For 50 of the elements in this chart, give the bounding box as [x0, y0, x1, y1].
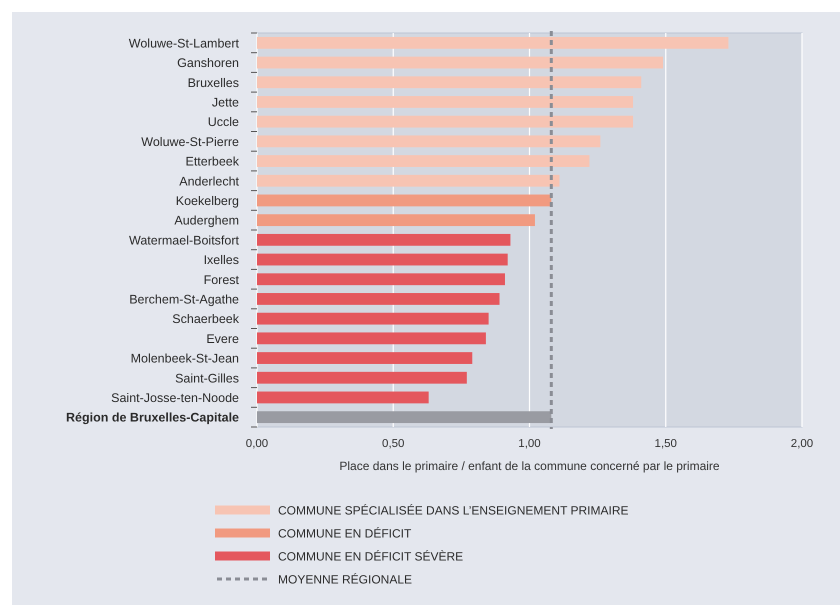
bar	[257, 254, 508, 266]
bar	[257, 96, 634, 108]
bar	[257, 352, 472, 364]
bar	[257, 411, 552, 424]
y-tick-label: Saint-Gilles	[175, 371, 239, 386]
y-tick-label: Bruxelles	[188, 76, 239, 90]
legend-label: MOYENNE RÉGIONALE	[278, 572, 412, 586]
y-tick-label: Schaerbeek	[172, 312, 240, 326]
x-tick-label: 0,50	[382, 438, 404, 450]
x-tick-label: 0,00	[246, 438, 268, 450]
bar	[257, 392, 429, 404]
x-tick-label: 1,50	[654, 438, 677, 450]
y-tick-label: Anderlecht	[179, 174, 240, 188]
y-tick-label: Molenbeek-St-Jean	[130, 352, 240, 366]
bar	[257, 194, 552, 206]
bar	[257, 135, 600, 148]
bar	[257, 273, 505, 286]
y-tick-label: Uccle	[208, 115, 240, 130]
legend-label: COMMUNE EN DÉFICIT	[278, 526, 412, 540]
y-tick-label: Ixelles	[204, 253, 239, 268]
y-tick-label: Jette	[212, 95, 240, 110]
y-tick-label: Ganshoren	[177, 56, 240, 70]
bar	[257, 312, 489, 325]
y-tick-label: Forest	[204, 272, 240, 287]
y-tick-label: Watermael-Boitsfort	[129, 233, 240, 248]
bar	[257, 174, 560, 187]
bar	[257, 332, 486, 344]
y-tick-label: Région de Bruxelles-Capitale	[66, 410, 240, 425]
bar	[257, 36, 728, 49]
bar	[257, 155, 590, 167]
legend-label: COMMUNE SPÉCIALISÉE DANS L’ENSEIGNEMENT PRIMAIRE	[278, 504, 629, 518]
bar	[257, 234, 510, 246]
bar	[257, 76, 642, 88]
y-tick-label: Etterbeek	[185, 154, 240, 169]
y-tick-label: Berchem-St-Agathe	[129, 292, 240, 306]
y-tick-label: Saint-Josse-ten-Noode	[111, 390, 240, 405]
x-tick-label: 2,00	[790, 438, 814, 450]
y-tick-label: Evere	[206, 332, 240, 346]
y-tick-label: Woluwe-St-Pierre	[141, 134, 240, 149]
bar	[257, 372, 467, 384]
y-tick-label: Auderghem	[174, 214, 239, 228]
y-tick-label: Woluwe-St-Lambert	[128, 36, 240, 50]
bar	[257, 293, 500, 305]
legend-label: COMMUNE EN DÉFICIT SÉVÈRE	[278, 550, 464, 564]
x-axis-title: Place dans le primaire / enfant de la commune concerné par le primaire	[339, 459, 720, 473]
x-tick-label: 1,00	[518, 438, 541, 450]
bar	[257, 56, 664, 68]
bar	[257, 214, 535, 226]
y-tick-label: Koekelberg	[176, 194, 240, 208]
bar	[257, 116, 634, 128]
